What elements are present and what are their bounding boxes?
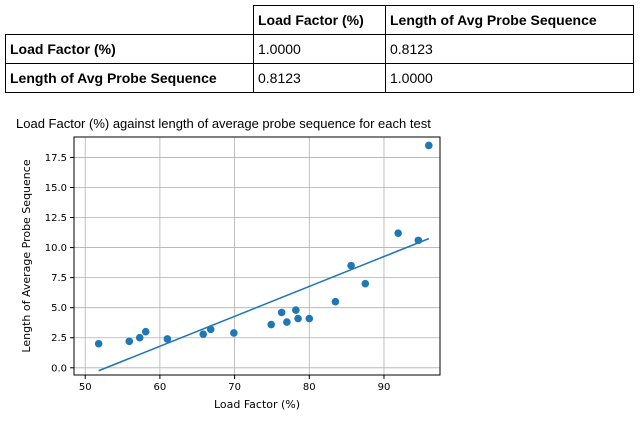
data-point	[206, 325, 215, 334]
x-tick-label: 60	[154, 382, 167, 393]
data-point	[361, 279, 370, 288]
data-point	[199, 330, 208, 338]
x-tick-label: 70	[228, 382, 241, 393]
y-tick-label: 2.5	[51, 333, 67, 344]
data-point	[135, 333, 144, 342]
data-point	[394, 229, 402, 237]
data-point	[414, 236, 423, 245]
row-header-avg-probe: Length of Avg Probe Sequence	[5, 63, 254, 93]
chart-ticks: 50 60 70 80 90 0.0 2.5 5.0 7.5 10.0 12.5 15.0 17.5	[45, 153, 391, 393]
table-cell: 1.0000	[384, 63, 635, 93]
data-point	[277, 308, 286, 317]
data-point	[163, 335, 172, 343]
data-point	[267, 320, 275, 329]
data-point	[347, 261, 355, 270]
y-tick-label: 12.5	[45, 213, 67, 224]
table-row: Load Factor (%) 1.0000 0.8123	[5, 34, 635, 64]
plot-frame	[73, 136, 441, 376]
chart-points	[94, 141, 433, 348]
data-point	[230, 329, 238, 337]
data-point	[125, 337, 134, 346]
y-tick-label: 5.0	[51, 303, 67, 314]
data-point	[294, 314, 302, 323]
chart-trendline	[98, 237, 430, 372]
y-axis-label: Length of Average Probe Sequence	[20, 159, 33, 352]
table-cell: 0.8123	[384, 34, 635, 64]
x-tick-label: 50	[79, 382, 92, 393]
y-tick-label: 10.0	[45, 243, 67, 254]
table-cell: 0.8123	[253, 63, 386, 93]
x-tick-label: 90	[378, 382, 391, 393]
data-point	[305, 314, 314, 323]
table-cell: 1.0000	[253, 34, 386, 64]
data-point	[283, 318, 291, 326]
data-point	[292, 306, 300, 314]
data-point	[331, 297, 340, 306]
chart-title: Load Factor (%) against length of averag…	[16, 116, 431, 131]
y-tick-label: 7.5	[51, 273, 67, 284]
table-row: Length of Avg Probe Sequence 0.8123 1.00…	[5, 63, 635, 93]
column-header-avg-probe: Length of Avg Probe Sequence	[384, 5, 635, 35]
y-tick-label: 0.0	[51, 363, 67, 374]
y-tick-label: 15.0	[45, 183, 67, 194]
x-tick-label: 80	[303, 382, 316, 393]
correlation-table: Load Factor (%) Length of Avg Probe Sequ…	[5, 5, 635, 93]
data-point	[141, 327, 150, 336]
y-tick-label: 17.5	[45, 153, 67, 164]
data-point	[94, 339, 103, 348]
x-axis-label: Load Factor (%)	[214, 398, 300, 411]
data-point	[424, 141, 433, 150]
trend-line	[98, 237, 430, 372]
table-header-row: Load Factor (%) Length of Avg Probe Sequ…	[5, 5, 635, 35]
